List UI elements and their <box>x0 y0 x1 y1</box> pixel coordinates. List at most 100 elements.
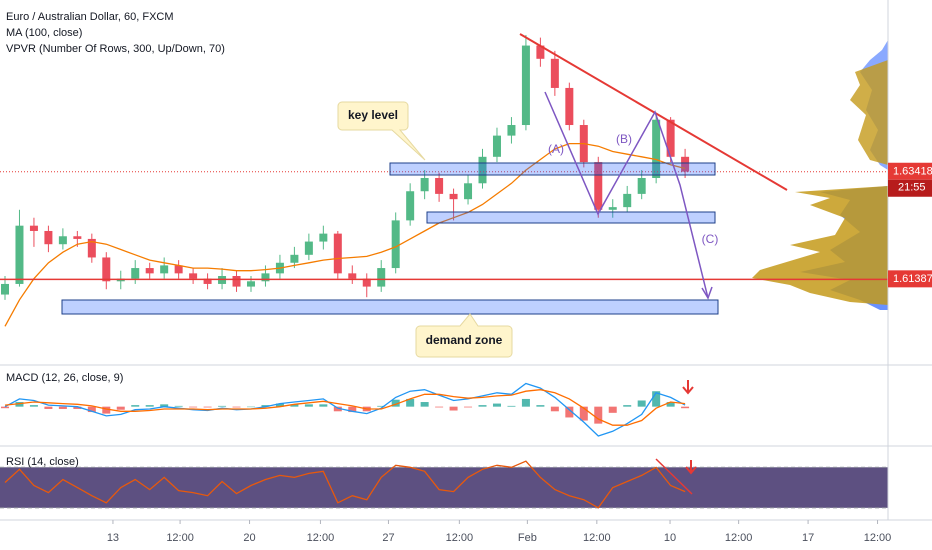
candle-body <box>666 119 675 157</box>
x-tick-label: 12:00 <box>307 532 335 544</box>
candle-body <box>131 268 140 279</box>
candle-body <box>550 58 559 88</box>
abc-pattern <box>544 91 709 299</box>
background-layer <box>0 467 888 508</box>
histogram-bar <box>420 402 429 407</box>
histogram-bar <box>608 406 617 413</box>
indicator-label: RSI (14, close) <box>6 456 79 468</box>
histogram-bar <box>145 405 154 407</box>
axis-layer: 1.63418 21:55 1.61387 13 12:00 20 12:00 27 12:00… <box>107 162 932 544</box>
histogram-bar <box>391 399 400 407</box>
callout <box>337 101 426 161</box>
histogram-bar <box>623 405 632 407</box>
histogram-bar <box>637 400 646 407</box>
candle-body <box>58 236 67 245</box>
histogram-bar <box>203 406 212 408</box>
histogram-bar <box>565 406 574 418</box>
price-tag-label: 1.63418 <box>893 166 932 178</box>
candle-body <box>261 273 270 282</box>
candle-body <box>189 273 198 279</box>
x-tick-label: 20 <box>243 532 255 544</box>
candle-body <box>203 278 212 284</box>
rsi-line <box>4 460 686 509</box>
x-tick-label: Feb <box>518 532 537 544</box>
histogram-bar <box>290 404 299 407</box>
candle-body <box>594 162 603 210</box>
candle-body <box>174 265 183 274</box>
candle-body <box>391 220 400 269</box>
volume-profile <box>752 186 888 305</box>
trendline <box>519 33 788 191</box>
histogram-bar <box>536 405 545 407</box>
histogram-bar <box>594 406 603 424</box>
candle-body <box>246 281 255 287</box>
candle-body <box>478 156 487 184</box>
x-tick-label: 12:00 <box>864 532 892 544</box>
candle-body <box>608 207 617 210</box>
histogram-bar <box>116 406 125 410</box>
histogram-bar <box>44 406 53 409</box>
histogram-bar <box>579 406 588 421</box>
candle-body <box>319 233 328 242</box>
candle-body <box>521 45 530 126</box>
histogram-bar <box>333 406 342 412</box>
histogram-bar <box>478 405 487 407</box>
histogram-bar <box>406 398 415 407</box>
candle-body <box>15 225 24 284</box>
histogram-bar <box>131 405 140 407</box>
histogram-bar <box>73 406 82 409</box>
signal-arrow <box>685 460 697 475</box>
histogram-bar <box>261 405 270 407</box>
candle-body <box>102 257 111 282</box>
histogram-bar <box>521 398 530 407</box>
chart-title: Euro / Australian Dollar, 60, FXCM <box>6 11 174 23</box>
histogram-bar <box>550 406 559 412</box>
macd-line <box>4 389 686 426</box>
histogram-bar <box>29 405 38 407</box>
macd-line <box>4 382 686 437</box>
histogram-bar <box>377 405 386 407</box>
x-tick-label: 12:00 <box>583 532 611 544</box>
candle-body <box>565 87 574 126</box>
volume-profile <box>850 60 888 165</box>
histogram-bar <box>102 406 111 414</box>
x-tick-label: 13 <box>107 532 119 544</box>
candle-body <box>44 230 53 245</box>
histogram-bar <box>58 406 67 409</box>
annotation: (B) <box>616 132 632 146</box>
histogram-bar <box>304 404 313 407</box>
annotation: (A) <box>548 142 564 156</box>
candle-body <box>435 177 444 194</box>
histogram-bar <box>652 391 661 407</box>
histogram-bar <box>507 405 516 407</box>
candle-body <box>362 278 371 287</box>
histogram-bar <box>1 406 9 409</box>
candle-body <box>406 191 415 221</box>
candle-body <box>623 193 632 208</box>
histogram-bar <box>218 405 227 407</box>
x-tick-label: 12:00 <box>166 532 194 544</box>
support-zone <box>426 211 716 224</box>
candle-body <box>652 119 661 178</box>
candle-body <box>160 265 169 274</box>
histogram-bar <box>174 405 183 407</box>
annotation: demand zone <box>426 333 503 347</box>
x-tick-label: 17 <box>802 532 814 544</box>
indicator-label: MA (100, close) <box>6 27 82 39</box>
histogram-bar <box>435 406 444 408</box>
arrow-head <box>701 286 713 300</box>
candle-body <box>87 238 96 258</box>
key-level-zone <box>389 162 716 176</box>
marks-layer <box>0 34 888 509</box>
histogram-bar <box>275 403 284 407</box>
candle-body <box>145 268 154 274</box>
histogram-bar <box>492 403 501 407</box>
price-tag <box>888 270 932 288</box>
candle-body <box>681 156 690 172</box>
rsi-band <box>0 467 888 508</box>
demand-zone <box>61 299 719 315</box>
histogram-bar <box>449 406 458 411</box>
histogram-bar <box>464 406 473 408</box>
rsi-trendline <box>655 458 693 495</box>
